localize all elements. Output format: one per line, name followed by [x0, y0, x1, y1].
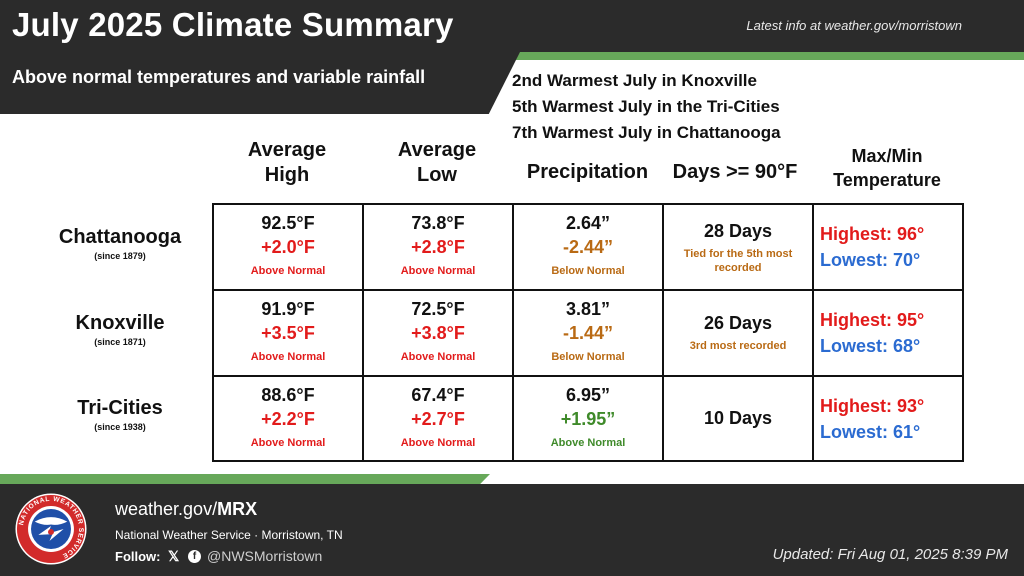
- office-name: National Weather Service · Morristown, T…: [115, 528, 343, 542]
- cell-avg-high: 91.9°F +3.5°F Above Normal: [214, 291, 364, 377]
- record-item: 2nd Warmest July in Knoxville: [512, 71, 757, 90]
- latest-info-link[interactable]: Latest info at weather.gov/morristown: [746, 18, 962, 33]
- cell-days-90: 28 Days Tied for the 5th most recorded: [664, 205, 814, 291]
- cell-value: 73.8°F: [411, 213, 465, 233]
- cell-value: 91.9°F: [261, 299, 315, 319]
- cell-note: Above Normal: [400, 437, 476, 449]
- cell-note: Below Normal: [551, 351, 625, 363]
- city-name: Chattanooga: [58, 226, 182, 248]
- cell-days-90: 10 Days: [664, 377, 814, 460]
- cell-note: Above Normal: [250, 265, 326, 277]
- page-title: July 2025 Climate Summary: [12, 6, 454, 43]
- cell-departure: +3.8°F: [411, 323, 465, 343]
- days-count: 10 Days: [703, 408, 773, 428]
- climate-table: 92.5°F +2.0°F Above Normal 73.8°F +2.8°F…: [212, 203, 964, 462]
- cell-departure: -1.44”: [562, 323, 614, 343]
- updated-timestamp: Updated: Fri Aug 01, 2025 8:39 PM: [772, 546, 1008, 563]
- column-header-line: Max/Min: [851, 146, 923, 166]
- column-header-line: High: [264, 164, 310, 186]
- cell-value: 67.4°F: [411, 385, 465, 405]
- city-name: Tri-Cities: [77, 397, 163, 419]
- cell-note: Above Normal: [400, 265, 476, 277]
- site-prefix: weather.gov/: [115, 499, 218, 519]
- cell-value: 88.6°F: [261, 385, 315, 405]
- record-since: (since 1938): [94, 422, 146, 432]
- cell-note: Above Normal: [250, 437, 326, 449]
- cell-max-min: Highest: 95° Lowest: 68°: [814, 291, 964, 377]
- lowest-temp: Lowest: 70°: [820, 250, 921, 270]
- cell-avg-low: 67.4°F +2.7°F Above Normal: [364, 377, 514, 460]
- cell-note: Above Normal: [550, 437, 626, 449]
- column-header-max-min: Max/Min Temperature: [812, 144, 962, 192]
- days-count: 26 Days: [703, 313, 773, 333]
- cell-max-min: Highest: 96° Lowest: 70°: [814, 205, 964, 291]
- column-header-line: Average: [247, 139, 327, 161]
- cell-note: Above Normal: [250, 351, 326, 363]
- cell-precip: 2.64” -2.44” Below Normal: [514, 205, 664, 291]
- social-handle[interactable]: @NWSMorristown: [207, 548, 323, 564]
- cell-departure: +3.5°F: [261, 323, 315, 343]
- cell-value: 92.5°F: [261, 213, 315, 233]
- cell-value: 2.64”: [565, 213, 611, 233]
- header-bar: [0, 0, 1024, 52]
- cell-avg-low: 73.8°F +2.8°F Above Normal: [364, 205, 514, 291]
- facebook-icon[interactable]: f: [188, 550, 201, 563]
- record-item: 5th Warmest July in the Tri-Cities: [512, 97, 780, 116]
- column-header-line: Temperature: [833, 170, 941, 190]
- records-list: 2nd Warmest July in Knoxville 5th Warmes…: [512, 68, 781, 146]
- cell-departure: +2.8°F: [411, 237, 465, 257]
- column-header-line: Average: [397, 139, 477, 161]
- subtitle-bar: [0, 52, 520, 114]
- row-label-knoxville: Knoxville (since 1871): [30, 312, 210, 347]
- cell-precip: 6.95” +1.95” Above Normal: [514, 377, 664, 460]
- cell-departure: +2.2°F: [261, 409, 315, 429]
- cell-days-90: 26 Days 3rd most recorded: [664, 291, 814, 377]
- days-note: 3rd most recorded: [689, 340, 787, 352]
- record-item: 7th Warmest July in Chattanooga: [512, 123, 781, 142]
- footer-green-stripe: [0, 474, 490, 484]
- record-since: (since 1871): [94, 337, 146, 347]
- cell-departure: -2.44”: [562, 237, 614, 257]
- cell-note: Below Normal: [551, 265, 625, 277]
- cell-max-min: Highest: 93° Lowest: 61°: [814, 377, 964, 460]
- days-count: 28 Days: [703, 221, 773, 241]
- record-since: (since 1879): [94, 251, 146, 261]
- lowest-temp: Lowest: 61°: [820, 422, 921, 442]
- column-header-average-low: Average Low: [362, 138, 512, 188]
- footer-bar: [0, 484, 1024, 576]
- cell-note: Above Normal: [400, 351, 476, 363]
- page-subtitle: Above normal temperatures and variable r…: [12, 67, 426, 87]
- column-header-precipitation: Precipitation: [526, 161, 649, 183]
- column-header-days-90: Days >= 90°F: [672, 161, 798, 183]
- row-label-chattanooga: Chattanooga (since 1879): [30, 226, 210, 261]
- site-link[interactable]: weather.gov/MRX: [115, 499, 257, 520]
- cell-avg-high: 88.6°F +2.2°F Above Normal: [214, 377, 364, 460]
- site-suffix: MRX: [217, 499, 258, 519]
- cell-avg-high: 92.5°F +2.0°F Above Normal: [214, 205, 364, 291]
- x-logo-icon[interactable]: 𝕏: [168, 548, 180, 564]
- city-name: Knoxville: [75, 312, 165, 334]
- cell-value: 6.95”: [565, 385, 611, 405]
- cell-departure: +1.95”: [560, 409, 616, 429]
- follow-label: Follow:: [115, 549, 161, 564]
- column-header-line: Low: [417, 164, 457, 186]
- row-label-tri-cities: Tri-Cities (since 1938): [30, 397, 210, 432]
- cell-departure: +2.7°F: [411, 409, 465, 429]
- lowest-temp: Lowest: 68°: [820, 336, 921, 356]
- cell-value: 3.81”: [565, 299, 611, 319]
- cell-departure: +2.0°F: [261, 237, 315, 257]
- cell-avg-low: 72.5°F +3.8°F Above Normal: [364, 291, 514, 377]
- highest-temp: Highest: 95°: [820, 310, 925, 330]
- highest-temp: Highest: 93°: [820, 396, 925, 416]
- cell-precip: 3.81” -1.44” Below Normal: [514, 291, 664, 377]
- cell-value: 72.5°F: [411, 299, 465, 319]
- column-header-average-high: Average High: [212, 138, 362, 188]
- nws-logo-icon: NATIONAL WEATHER SERVICE: [15, 493, 87, 565]
- highest-temp: Highest: 96°: [820, 224, 925, 244]
- days-note: Tied for the 5th most recorded: [683, 248, 793, 274]
